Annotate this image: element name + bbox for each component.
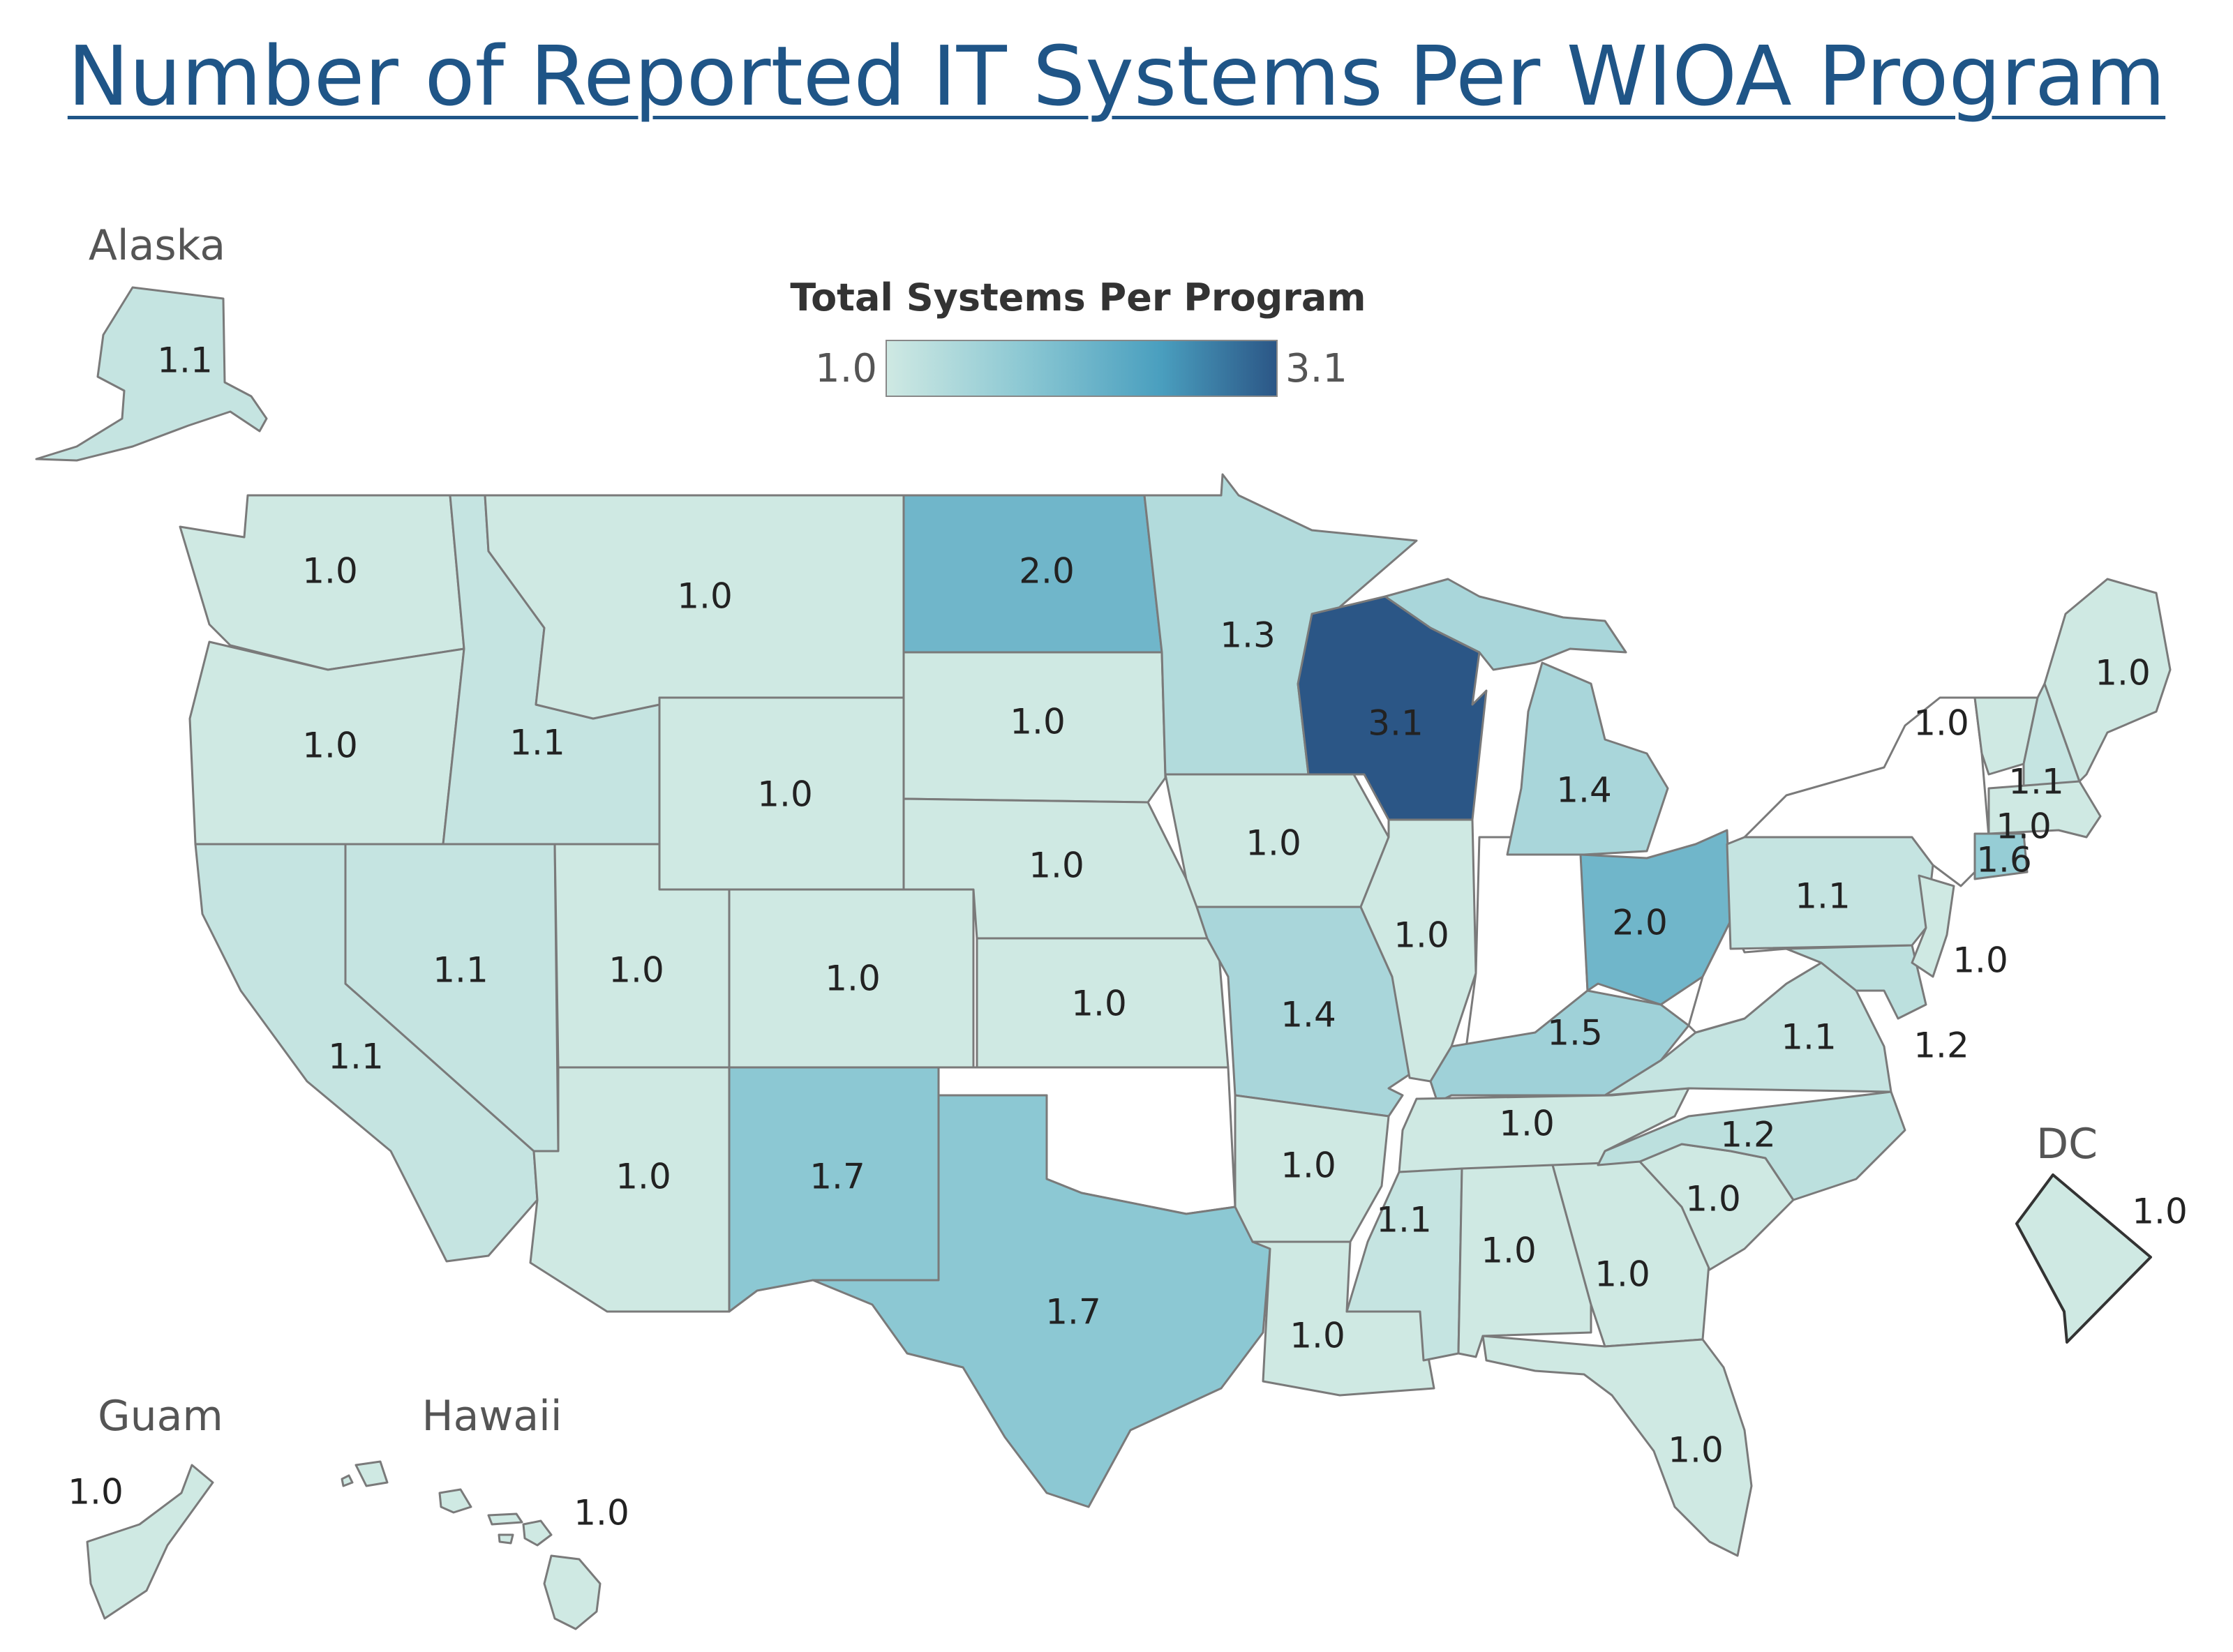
state-value-wa: 1.0 (302, 551, 358, 592)
state-value-fl: 1.0 (1668, 1430, 1724, 1471)
state-alaska[interactable] (35, 286, 268, 462)
state-value-me: 1.0 (2095, 653, 2151, 693)
state-value-nm: 1.7 (809, 1157, 865, 1197)
state-guam[interactable] (86, 1464, 214, 1620)
state-value-vt: 1.0 (1913, 703, 1969, 744)
guam-inset-label: Guam (98, 1392, 223, 1441)
state-value-nv: 1.1 (433, 950, 488, 991)
state-value-il: 1.0 (1394, 915, 1449, 956)
state-value-ca: 1.1 (328, 1037, 384, 1077)
state-new-jersey[interactable] (1911, 874, 1955, 978)
state-value-wi: 3.1 (1368, 703, 1424, 744)
state-value-az: 1.0 (615, 1157, 671, 1197)
dc-inset-label: DC (2036, 1120, 2098, 1169)
state-value-mn: 1.3 (1220, 615, 1276, 656)
state-value-ne: 1.0 (1029, 846, 1084, 886)
state-louisiana[interactable] (1251, 1240, 1435, 1397)
state-value-va: 1.1 (1781, 1017, 1837, 1058)
state-connecticut[interactable] (1973, 832, 2029, 880)
state-value-ma: 1.0 (1996, 806, 2052, 847)
state-dc[interactable] (2015, 1173, 2152, 1344)
state-value-ms: 1.1 (1376, 1200, 1432, 1240)
state-value-al: 1.0 (1481, 1231, 1537, 1271)
state-value-or: 1.0 (302, 726, 358, 766)
state-value-id: 1.1 (509, 723, 565, 763)
state-value-mi: 1.4 (1556, 770, 1612, 811)
state-illinois[interactable] (1359, 818, 1477, 1083)
state-value-sd: 1.0 (1010, 702, 1066, 742)
hawaii-inset-label: Hawaii (421, 1392, 562, 1441)
state-value-nd: 2.0 (1019, 551, 1075, 592)
state-florida[interactable] (1481, 1335, 1753, 1557)
state-value-wy: 1.0 (757, 774, 813, 815)
state-value-nh: 1.1 (2008, 762, 2064, 802)
state-value-dc: 1.0 (2132, 1192, 2188, 1232)
legend-title: Total Systems Per Program (790, 276, 1366, 320)
state-value-la: 1.0 (1290, 1316, 1345, 1356)
state-value-ks: 1.0 (1071, 984, 1127, 1024)
state-minnesota[interactable] (1143, 473, 1418, 776)
state-value-sc: 1.0 (1685, 1179, 1741, 1219)
state-value-nj: 1.0 (1952, 940, 2008, 981)
alaska-inset-label: Alaska (89, 221, 225, 270)
state-value-ut: 1.0 (608, 950, 664, 991)
state-value-ia: 1.0 (1246, 823, 1301, 864)
state-value-hawaii: 1.0 (574, 1493, 629, 1533)
state-texas[interactable] (812, 1094, 1271, 1508)
legend-min-label: 1.0 (815, 346, 877, 391)
state-south-dakota[interactable] (902, 651, 1167, 804)
state-value-ct: 1.6 (1976, 840, 2032, 880)
state-value-mt: 1.0 (677, 576, 733, 617)
state-value-ky: 1.5 (1547, 1013, 1603, 1053)
state-value-ar: 1.0 (1280, 1146, 1336, 1186)
state-value-alaska: 1.1 (157, 340, 213, 381)
state-value-nc: 1.2 (1720, 1115, 1776, 1155)
state-value-pa: 1.1 (1795, 876, 1851, 917)
state-michigan[interactable] (1506, 661, 1669, 856)
state-michigan-upper[interactable] (1384, 578, 1627, 671)
legend-gradient-bar (886, 340, 1278, 397)
state-value-tx: 1.7 (1045, 1292, 1101, 1332)
state-value-oh: 2.0 (1612, 903, 1668, 943)
state-value-ga: 1.0 (1595, 1254, 1650, 1295)
legend-max-label: 3.1 (1285, 346, 1347, 391)
state-value-md: 1.2 (1913, 1026, 1969, 1066)
map-title: Number of Reported IT Systems Per WIOA P… (67, 28, 2166, 124)
state-value-guam: 1.0 (68, 1472, 124, 1512)
state-north-carolina[interactable] (1597, 1090, 1906, 1201)
state-value-labels: 1.0 1.0 1.1 1.1 1.1 1.0 1.0 1.0 1.0 1.0 … (302, 551, 2151, 1471)
state-maine[interactable] (2043, 578, 2172, 783)
contiguous-us-states (179, 473, 2172, 1557)
state-value-co: 1.0 (825, 959, 881, 999)
state-hawaii[interactable] (341, 1460, 602, 1630)
state-value-mo: 1.4 (1280, 995, 1336, 1035)
state-vermont[interactable] (1973, 696, 2039, 776)
state-value-tn: 1.0 (1499, 1104, 1555, 1144)
